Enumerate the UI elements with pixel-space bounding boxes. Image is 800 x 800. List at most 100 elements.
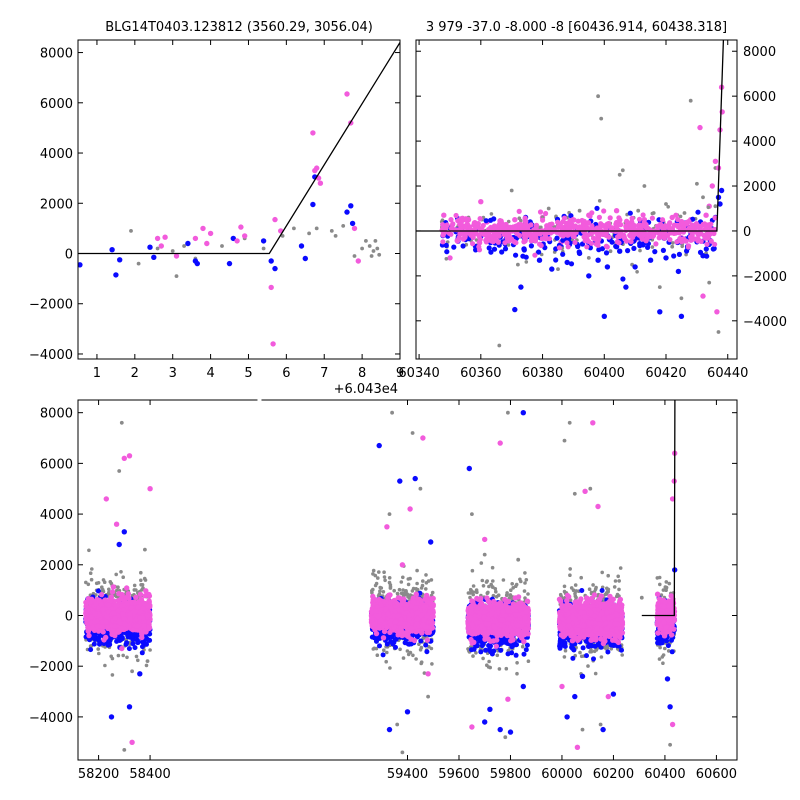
data-point — [333, 234, 338, 238]
season-0-point — [124, 585, 130, 591]
data-point — [636, 208, 641, 213]
data-point — [623, 284, 629, 290]
baseline-point — [462, 233, 468, 239]
season-0-point — [140, 583, 145, 587]
season-1-point — [424, 637, 431, 643]
x-tick-label: 60440 — [707, 366, 748, 381]
data-point — [697, 124, 703, 131]
zoom-panel: 1 2 3 4 5 6 7 8 9−4000−200002000400060008000BLG1… — [29, 20, 404, 397]
data-point — [349, 220, 356, 227]
baseline-point — [702, 221, 708, 227]
season-1-point — [424, 581, 429, 585]
baseline-point — [625, 248, 631, 254]
y-tick-label: 2000 — [743, 180, 776, 195]
data-point — [185, 240, 191, 247]
season-0-point — [116, 653, 121, 658]
baseline-point — [506, 219, 511, 224]
baseline-point — [607, 215, 613, 221]
baseline-point — [440, 222, 446, 228]
baseline-point — [572, 223, 579, 229]
baseline-point — [506, 243, 511, 247]
baseline-point — [568, 213, 574, 219]
season-0-point — [90, 633, 96, 638]
season-0-point — [109, 589, 116, 595]
data-point — [302, 255, 308, 262]
season-0-point — [139, 634, 145, 641]
data-point — [272, 265, 278, 272]
data-point — [351, 225, 358, 232]
season-0-point — [139, 578, 143, 583]
baseline-point — [500, 221, 506, 227]
baseline-point — [659, 217, 666, 223]
season-1-point — [397, 587, 402, 592]
baseline-point — [448, 217, 454, 223]
season-0-point — [100, 585, 104, 589]
data-point — [546, 206, 551, 211]
y-tick-label: −2000 — [29, 298, 73, 313]
season-1-point — [420, 583, 425, 588]
baseline-point — [660, 247, 667, 253]
baseline-point — [467, 231, 473, 237]
baseline-point — [577, 226, 584, 232]
season-1-point — [415, 581, 419, 586]
baseline-point — [606, 234, 612, 240]
season-0-point — [90, 567, 94, 571]
season-1-point — [383, 578, 387, 583]
data-point — [270, 341, 276, 347]
baseline-point — [684, 248, 690, 254]
y-tick-label: 2000 — [40, 197, 73, 212]
season-0-point — [136, 658, 140, 663]
baseline-point — [596, 247, 602, 253]
baseline-point — [627, 210, 633, 216]
baseline-point — [644, 235, 650, 241]
season-1-point — [382, 575, 387, 579]
season-0-point — [96, 647, 100, 651]
recent-plot-area — [416, 40, 725, 359]
season-0-point — [132, 588, 137, 592]
season-0-point — [96, 581, 101, 585]
season-0-point — [125, 634, 131, 640]
baseline-point — [595, 242, 601, 248]
baseline-point — [585, 226, 591, 232]
x-tick-label: 6 — [282, 366, 290, 381]
baseline-point — [623, 223, 629, 229]
x-tick-label: 1 — [93, 366, 101, 381]
season-0-point — [118, 637, 123, 643]
data-point — [344, 91, 350, 97]
data-point — [642, 184, 647, 188]
baseline-point — [488, 249, 494, 255]
y-tick-label: 4000 — [743, 135, 776, 150]
baseline-point — [532, 252, 538, 258]
baseline-point — [536, 249, 542, 255]
data-point — [375, 246, 380, 251]
season-1-point — [378, 585, 383, 590]
baseline-point — [628, 239, 634, 245]
baseline-point — [451, 244, 457, 250]
season-0-point — [146, 619, 152, 625]
season-1-point — [429, 646, 434, 651]
baseline-point — [505, 235, 511, 241]
season-1-point — [430, 662, 434, 666]
season-0-point — [105, 642, 111, 648]
baseline-point — [665, 232, 671, 238]
baseline-point — [542, 234, 549, 240]
season-1-point — [388, 586, 393, 590]
season-0-point — [120, 611, 126, 617]
baseline-point — [703, 225, 709, 231]
baseline-point — [476, 247, 483, 253]
baseline-point — [470, 241, 476, 247]
data-point — [207, 230, 214, 237]
x-tick-label: 2 — [131, 366, 139, 381]
season-1-point — [370, 589, 374, 593]
season-0-point — [107, 590, 111, 595]
baseline-point — [543, 210, 549, 217]
season-1-point — [385, 650, 389, 655]
baseline-point — [678, 214, 683, 219]
data-point — [577, 208, 582, 213]
season-1-point — [406, 652, 411, 657]
data-point — [564, 259, 570, 266]
data-point — [478, 199, 484, 205]
season-0-point — [125, 655, 129, 660]
baseline-point — [609, 225, 615, 231]
baseline-point — [613, 243, 619, 249]
